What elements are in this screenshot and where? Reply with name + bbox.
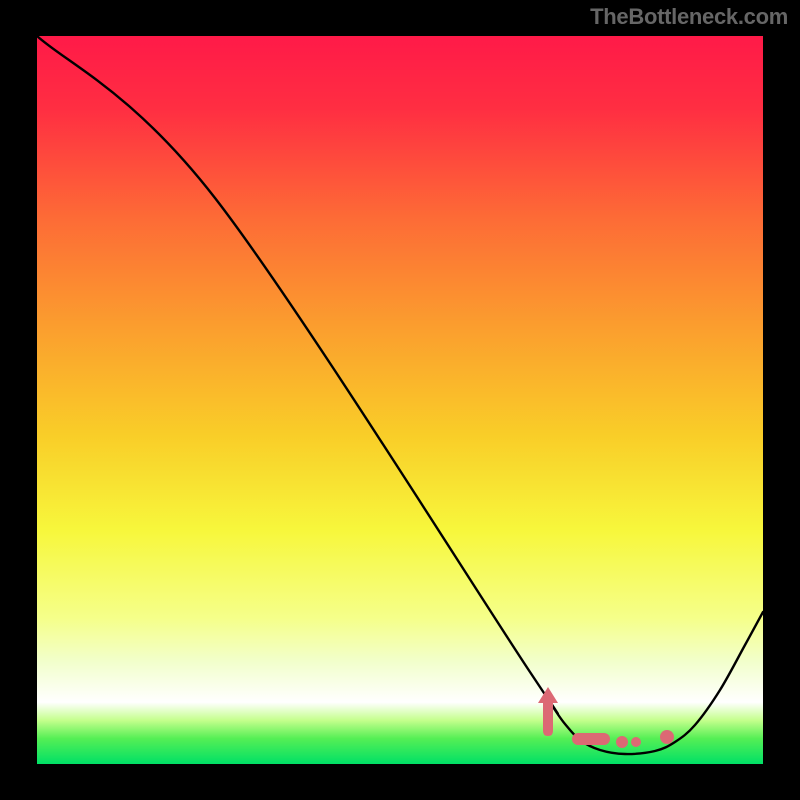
chart-frame: TheBottleneck.com <box>0 0 800 800</box>
marker-group <box>538 687 674 748</box>
marker-dot <box>616 736 628 748</box>
marker-dot <box>631 737 641 747</box>
marker-dot <box>660 730 674 744</box>
bottleneck-curve <box>37 36 763 754</box>
marker-bar <box>572 733 610 745</box>
watermark-text: TheBottleneck.com <box>590 4 788 30</box>
curve-overlay <box>0 0 800 800</box>
